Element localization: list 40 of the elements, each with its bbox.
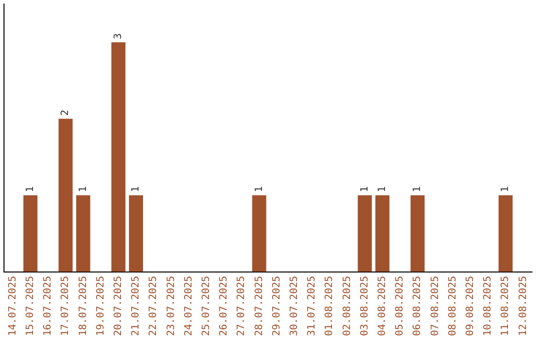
x-tick-label: 11.08.2025 (500, 276, 512, 336)
x-tick-label: 07.08.2025 (430, 276, 441, 336)
x-tick-label: 08.08.2025 (447, 276, 458, 336)
x-tick-label: 18.07.2025 (78, 276, 89, 336)
x-tick-label: 15.07.2025 (24, 276, 36, 336)
x-tick-label: 20.07.2025 (112, 276, 124, 336)
x-tick-label: 17.07.2025 (60, 276, 72, 336)
x-tick-label: 26.07.2025 (218, 276, 230, 336)
x-tick-label: 31.07.2025 (306, 276, 318, 336)
x-tick-label: 01.08.2025 (324, 276, 336, 336)
x-tick-label: 14.07.2025 (7, 276, 18, 336)
x-tick-label: 25.07.2025 (200, 276, 212, 336)
x-tick-label: 04.08.2025 (376, 276, 388, 336)
x-tick-label: 19.07.2025 (95, 276, 106, 336)
data-label: 1 (359, 186, 370, 192)
data-label: 1 (500, 186, 512, 192)
data-label: 1 (376, 186, 388, 192)
data-label: 1 (412, 186, 424, 192)
x-tick-label: 10.08.2025 (482, 276, 494, 336)
data-label: 3 (112, 33, 124, 40)
x-tick-label: 16.07.2025 (42, 276, 54, 336)
x-tick-label: 22.07.2025 (148, 276, 160, 336)
data-label: 1 (24, 186, 36, 192)
x-tick-label: 27.07.2025 (236, 276, 248, 336)
x-tick-label: 05.08.2025 (394, 276, 406, 336)
x-tick-label: 28.07.2025 (254, 276, 265, 336)
data-label: 1 (254, 186, 265, 192)
x-tick-label: 09.08.2025 (464, 276, 476, 336)
x-tick-label: 06.08.2025 (412, 276, 424, 336)
x-tick-label: 23.07.2025 (166, 276, 177, 336)
x-tick-label: 30.07.2025 (288, 276, 300, 336)
data-label: 1 (78, 186, 89, 192)
x-tick-label: 24.07.2025 (183, 276, 194, 336)
x-tick-label: 03.08.2025 (359, 276, 370, 336)
x-tick-label: 12.08.2025 (518, 276, 529, 336)
x-tick-label: 21.07.2025 (130, 276, 142, 336)
data-label: 2 (60, 110, 72, 116)
x-tick-label: 02.08.2025 (342, 276, 353, 336)
data-label: 1 (130, 186, 142, 192)
x-tick-label: 29.07.2025 (271, 276, 282, 336)
